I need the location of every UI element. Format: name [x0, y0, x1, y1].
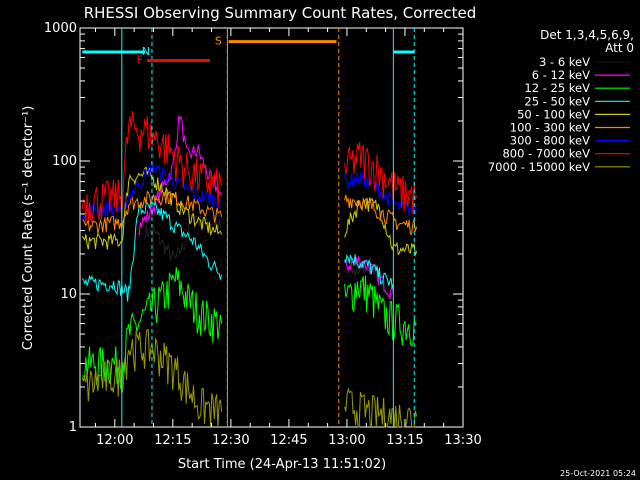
series-line	[344, 171, 418, 216]
x-tick-label: 13:00	[328, 433, 365, 448]
y-tick-label: 100	[52, 154, 77, 169]
chart-title: RHESSI Observing Summary Count Rates, Co…	[84, 4, 477, 22]
x-tick-label: 13:30	[444, 433, 481, 448]
series-12-25keV	[81, 267, 417, 389]
series-6-12keV	[137, 115, 394, 301]
footer-date: 25-Oct-2021 05:24	[560, 469, 636, 478]
tick-layer: 12:00 12:15 12:30 12:45 13:00 13:15 13:30 1 10 10…	[44, 21, 482, 448]
series-25-50keV	[81, 200, 394, 302]
series-300-800keV	[81, 161, 418, 221]
y-tick-label: 1	[69, 420, 77, 435]
x-tick-label: 12:30	[212, 433, 249, 448]
series-line	[344, 256, 394, 301]
series-7000-15000keV	[82, 329, 418, 429]
legend-label: 6 - 12 keV	[532, 68, 590, 82]
x-tick-label: 12:00	[96, 433, 133, 448]
series-line	[144, 211, 222, 261]
flag-label: S	[215, 35, 222, 48]
series-line	[344, 197, 418, 256]
y-axis-label: Corrected Count Rate (s⁻¹ detector⁻¹)	[21, 106, 36, 351]
series-line	[344, 254, 394, 289]
series-100-300keV	[82, 189, 418, 235]
legend-label: 25 - 50 keV	[524, 94, 590, 108]
legend-label: 3 - 6 keV	[539, 55, 590, 69]
legend-header-line1: Det 1,3,4,5,6,9,	[540, 28, 634, 42]
series-line	[344, 387, 418, 429]
legend-label: 50 - 100 keV	[517, 107, 590, 121]
series-line	[82, 329, 223, 428]
series-line	[81, 161, 222, 221]
y-tick-label: 1000	[44, 21, 77, 36]
x-axis-label: Start Time (24-Apr-13 11:51:02)	[178, 457, 386, 472]
annotation-layer: NF S	[82, 28, 415, 427]
legend-header-line2: Att 0	[605, 41, 634, 55]
flag-label: N	[142, 45, 150, 58]
plot-border	[79, 27, 464, 428]
x-tick-label: 12:45	[270, 433, 307, 448]
flag-label: F	[137, 53, 143, 66]
series-line	[137, 115, 223, 235]
series-line	[81, 166, 223, 250]
series-layer	[81, 111, 418, 429]
plot-frame	[79, 27, 464, 428]
legend-label: 800 - 7000 keV	[502, 147, 590, 161]
series-line	[82, 189, 223, 234]
legend-label: 12 - 25 keV	[524, 81, 590, 95]
series-line	[344, 142, 418, 214]
legend-label: 300 - 800 keV	[510, 134, 590, 148]
legend-label: 100 - 300 keV	[510, 121, 590, 135]
x-tick-label: 12:15	[154, 433, 191, 448]
series-line	[81, 200, 223, 302]
legend-label: 7000 - 15000 keV	[488, 160, 590, 174]
series-line	[344, 194, 418, 235]
series-line	[344, 275, 417, 347]
x-tick-label: 13:15	[386, 433, 423, 448]
y-tick-label: 10	[60, 287, 77, 302]
